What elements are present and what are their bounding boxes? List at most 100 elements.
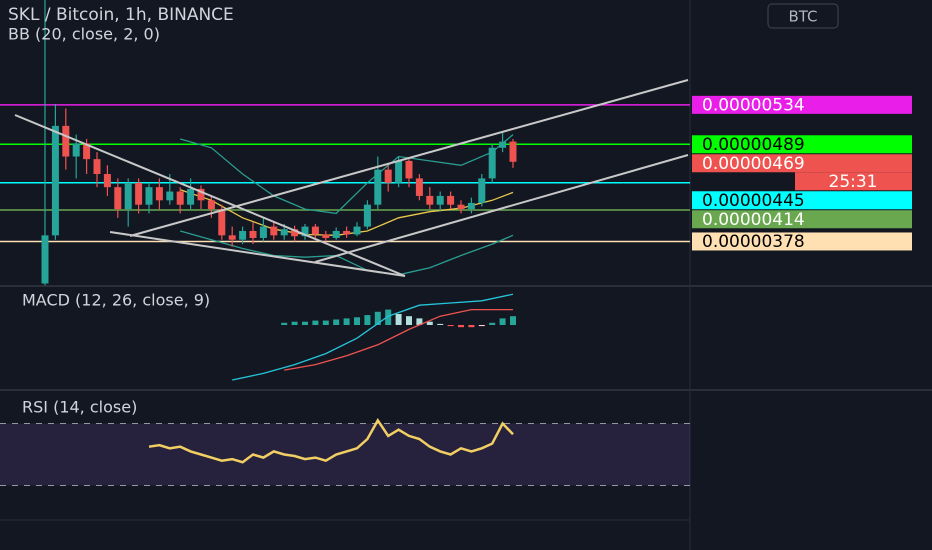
candle-body xyxy=(467,202,475,210)
price-label-box xyxy=(692,154,912,173)
candle-body xyxy=(374,169,382,205)
histogram-bar xyxy=(405,316,412,325)
candle-body xyxy=(457,204,465,210)
candle-body xyxy=(249,230,257,238)
candle-body xyxy=(405,160,413,179)
trendline xyxy=(109,231,406,277)
histogram-bar xyxy=(437,323,444,325)
candle-body xyxy=(353,226,361,235)
candle-body xyxy=(270,226,278,236)
candle-body xyxy=(499,141,507,148)
trendline xyxy=(129,79,689,237)
candle-body xyxy=(228,235,236,240)
histogram-bar xyxy=(489,322,496,325)
histogram-bar xyxy=(416,318,423,325)
trendline xyxy=(14,114,406,277)
candle-body xyxy=(176,191,184,205)
histogram-bar xyxy=(322,320,329,325)
candle-body xyxy=(187,188,195,205)
candle-body xyxy=(197,188,205,201)
candle-body xyxy=(145,187,153,205)
histogram-bar xyxy=(343,318,350,325)
candle-body xyxy=(384,169,392,183)
histogram-bar xyxy=(385,309,392,325)
currency-button[interactable] xyxy=(767,3,839,29)
candle-body xyxy=(41,235,49,284)
histogram-bar xyxy=(499,318,506,325)
candle-body xyxy=(83,143,91,160)
indicator-line xyxy=(232,293,514,381)
histogram-bar xyxy=(468,324,475,328)
price-label: 0.00000414 xyxy=(702,210,805,230)
price-label-box xyxy=(692,232,912,251)
candle-body xyxy=(301,226,309,237)
histogram-bar xyxy=(374,311,381,325)
rsi-band xyxy=(0,423,690,486)
trendlines xyxy=(14,79,689,277)
candle-body xyxy=(207,200,215,210)
histogram-bar xyxy=(509,316,516,325)
candle-body xyxy=(447,195,455,205)
histogram-bar xyxy=(457,324,464,328)
histogram-bar xyxy=(478,324,485,327)
candle-body xyxy=(93,159,101,175)
candle-body xyxy=(239,230,247,240)
indicator-title: BB (20, close, 2, 0) xyxy=(8,25,160,44)
price-label: 0.00000489 xyxy=(702,135,805,155)
histogram-bar xyxy=(353,317,360,325)
histogram-bar xyxy=(364,315,371,325)
candle-body xyxy=(509,141,517,162)
rsi-line xyxy=(148,418,514,464)
candle-body xyxy=(259,226,267,238)
price-label: 0.00000534 xyxy=(702,95,805,115)
candle-body xyxy=(218,209,226,236)
indicator-line xyxy=(180,134,514,215)
candle-body xyxy=(322,234,330,238)
candle-body xyxy=(124,182,132,210)
candle-body xyxy=(62,125,70,157)
price-label-box xyxy=(692,210,912,229)
indicator-line xyxy=(180,230,514,276)
price-label-box xyxy=(692,191,912,210)
candle-body xyxy=(343,230,351,235)
chart-title: SKL / Bitcoin, 1h, BINANCE xyxy=(8,5,234,25)
candle-body xyxy=(166,191,174,201)
trendline xyxy=(314,154,689,263)
candle-body xyxy=(135,182,143,205)
candle-body xyxy=(114,187,122,210)
histogram-bar xyxy=(333,319,340,325)
price-label-box xyxy=(692,95,912,114)
price-label: 0.00000469 xyxy=(702,154,805,174)
countdown-box xyxy=(795,172,912,191)
histogram-bar xyxy=(291,321,298,325)
candle-body xyxy=(478,178,486,203)
candle-body xyxy=(415,178,423,196)
indicator-line xyxy=(179,189,514,236)
histogram-bar xyxy=(301,321,308,325)
candle-body xyxy=(363,204,371,227)
candle-body xyxy=(436,195,444,205)
candle-body xyxy=(426,195,434,205)
candle-body xyxy=(280,229,288,236)
histogram-bar xyxy=(426,321,433,325)
candle-body xyxy=(103,174,111,188)
candle-body xyxy=(488,147,496,179)
histogram-bar xyxy=(312,320,319,325)
plot xyxy=(0,0,690,486)
candle-body xyxy=(155,187,163,201)
histogram-bar xyxy=(395,313,402,325)
price-label: 0.00000378 xyxy=(702,232,805,252)
currency-button-label[interactable]: BTC xyxy=(788,8,817,26)
candle-body xyxy=(72,143,80,157)
countdown: 25:31 xyxy=(829,172,878,192)
macd-title: MACD (12, 26, close, 9) xyxy=(22,291,210,310)
candle-body xyxy=(311,226,319,235)
candle-body xyxy=(395,160,403,183)
histogram-bar xyxy=(281,322,288,325)
price-label-box xyxy=(692,135,912,154)
candle-body xyxy=(332,230,340,238)
price-label: 0.00000445 xyxy=(702,191,805,211)
candle-body xyxy=(51,125,59,236)
